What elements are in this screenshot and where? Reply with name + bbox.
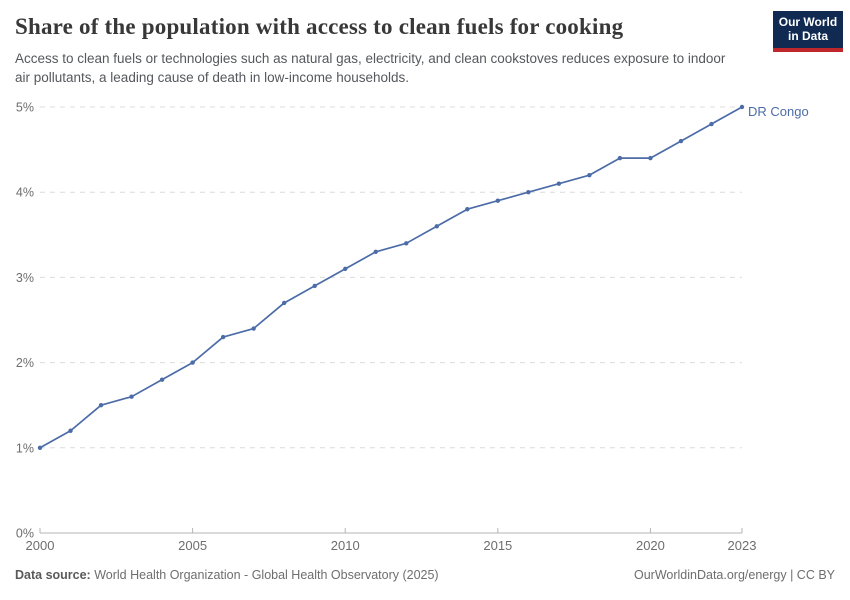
y-axis-tick-label: 1% bbox=[16, 441, 34, 455]
data-point[interactable] bbox=[678, 138, 684, 144]
y-axis-tick-label: 2% bbox=[16, 356, 34, 370]
data-source-label: Data source: bbox=[15, 568, 91, 582]
data-point[interactable] bbox=[68, 428, 73, 433]
data-point[interactable] bbox=[159, 377, 165, 382]
data-point[interactable] bbox=[617, 155, 623, 161]
data-point[interactable] bbox=[465, 207, 470, 212]
x-axis-tick-label: 2000 bbox=[26, 538, 55, 553]
chart-subtitle: Access to clean fuels or technologies su… bbox=[15, 51, 726, 85]
owid-logo-line2: in Data bbox=[787, 28, 828, 43]
series-line[interactable] bbox=[39, 106, 743, 449]
x-axis-tick-label: 2010 bbox=[331, 538, 360, 553]
data-point[interactable] bbox=[526, 190, 531, 195]
data-point[interactable] bbox=[739, 104, 745, 110]
data-point[interactable] bbox=[37, 445, 43, 450]
data-point[interactable] bbox=[281, 300, 287, 306]
y-axis-tick-label: 3% bbox=[16, 271, 34, 285]
data-point[interactable] bbox=[434, 224, 439, 229]
data-point[interactable] bbox=[190, 360, 195, 365]
data-point[interactable] bbox=[312, 283, 317, 289]
data-point[interactable] bbox=[98, 403, 104, 408]
data-point[interactable] bbox=[709, 121, 714, 127]
chart-footer: Data source: World Health Organization -… bbox=[15, 568, 835, 582]
data-point[interactable] bbox=[129, 394, 134, 399]
data-point[interactable] bbox=[373, 249, 378, 255]
series-end-label[interactable]: DR Congo bbox=[748, 104, 809, 119]
y-axis-tick-label: 0% bbox=[16, 527, 34, 541]
owid-logo-line1: Our World bbox=[778, 14, 838, 29]
data-point[interactable] bbox=[556, 181, 562, 186]
data-point[interactable] bbox=[220, 334, 226, 340]
data-point[interactable] bbox=[251, 326, 256, 331]
owid-logo[interactable]: Our World in Data bbox=[773, 11, 843, 52]
data-point[interactable] bbox=[587, 172, 592, 178]
x-axis-tick-label: 2015 bbox=[483, 538, 512, 553]
x-axis-tick-label: 2005 bbox=[178, 538, 207, 553]
data-source-note: Data source: World Health Organization -… bbox=[15, 568, 439, 582]
data-point[interactable] bbox=[343, 266, 348, 272]
page-title: Share of the population with access to c… bbox=[15, 14, 624, 39]
data-point[interactable] bbox=[495, 198, 501, 203]
data-source-value: World Health Organization - Global Healt… bbox=[94, 568, 439, 582]
y-axis-tick-label: 5% bbox=[16, 101, 34, 115]
attribution-link[interactable]: OurWorldinData.org/energy | CC BY bbox=[633, 568, 835, 582]
data-point[interactable] bbox=[648, 155, 653, 161]
y-axis-tick-label: 4% bbox=[16, 186, 34, 200]
x-axis-tick-label: 2020 bbox=[636, 538, 665, 553]
data-point[interactable] bbox=[404, 241, 409, 246]
x-axis-tick-label: 2023 bbox=[728, 538, 757, 553]
